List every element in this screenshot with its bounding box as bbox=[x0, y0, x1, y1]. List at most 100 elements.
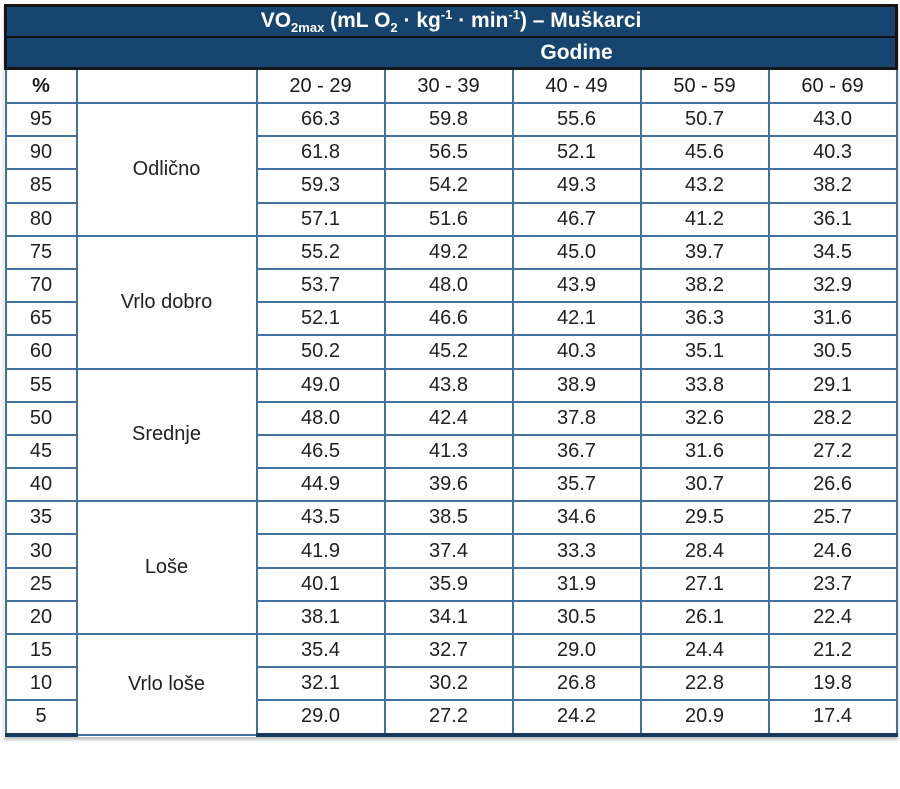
value-cell: 52.1 bbox=[511, 135, 642, 171]
value-cell: 59.3 bbox=[255, 168, 386, 204]
table-row: 50 48.0 42.4 37.8 32.6 28.2 bbox=[4, 400, 898, 436]
value-cell: 45.6 bbox=[639, 135, 770, 171]
percentile-cell: 95 bbox=[4, 101, 78, 138]
percentile-cell: 65 bbox=[4, 301, 78, 337]
age-column-header: 40 - 49 bbox=[511, 67, 642, 104]
category-cell: Vrlo loše bbox=[75, 633, 258, 736]
percentile-cell: 45 bbox=[4, 433, 78, 470]
value-cell: 35.9 bbox=[383, 566, 514, 602]
value-cell: 43.5 bbox=[255, 500, 386, 536]
value-cell: 40.3 bbox=[511, 334, 642, 370]
value-cell: 46.5 bbox=[255, 433, 386, 470]
value-cell: 29.5 bbox=[639, 500, 770, 536]
percentile-cell: 70 bbox=[4, 267, 78, 304]
value-cell: 61.8 bbox=[255, 135, 386, 171]
value-cell: 24.6 bbox=[767, 533, 898, 569]
percentile-cell: 85 bbox=[4, 168, 78, 204]
value-cell: 35.7 bbox=[511, 467, 642, 503]
vo2max-norms-table: VO2max (mL O2 · kg-1 · min-1) – Muškarci… bbox=[3, 4, 899, 737]
value-cell: 31.9 bbox=[511, 566, 642, 602]
value-cell: 45.2 bbox=[383, 334, 514, 370]
value-cell: 35.4 bbox=[255, 632, 386, 669]
column-header-row: % 20 - 29 30 - 39 40 - 49 50 - 59 60 - 6… bbox=[4, 67, 898, 104]
percentile-cell: 5 bbox=[4, 699, 78, 737]
value-cell: 32.6 bbox=[639, 400, 770, 436]
value-cell: 43.2 bbox=[639, 168, 770, 204]
value-cell: 27.1 bbox=[639, 566, 770, 602]
age-column-header: 50 - 59 bbox=[639, 67, 770, 104]
value-cell: 45.0 bbox=[511, 234, 642, 270]
value-cell: 53.7 bbox=[255, 267, 386, 304]
table-row: 20 38.1 34.1 30.5 26.1 22.4 bbox=[4, 599, 898, 636]
value-cell: 33.8 bbox=[639, 367, 770, 403]
value-cell: 48.0 bbox=[255, 400, 386, 436]
value-cell: 26.6 bbox=[767, 467, 898, 503]
value-cell: 19.8 bbox=[767, 666, 898, 702]
category-cell: Odlično bbox=[75, 102, 258, 237]
value-cell: 34.5 bbox=[767, 234, 898, 270]
value-cell: 43.9 bbox=[511, 267, 642, 304]
value-cell: 50.2 bbox=[255, 334, 386, 370]
value-cell: 56.5 bbox=[383, 135, 514, 171]
value-cell: 48.0 bbox=[383, 267, 514, 304]
value-cell: 66.3 bbox=[255, 101, 386, 138]
value-cell: 29.0 bbox=[255, 699, 386, 737]
value-cell: 32.7 bbox=[383, 632, 514, 669]
value-cell: 36.3 bbox=[639, 301, 770, 337]
percentile-cell: 30 bbox=[4, 533, 78, 569]
percentile-cell: 25 bbox=[4, 566, 78, 602]
value-cell: 17.4 bbox=[767, 699, 898, 737]
category-cell: Vrlo dobro bbox=[75, 234, 258, 370]
table-title-row: VO2max (mL O2 · kg-1 · min-1) – Muškarci bbox=[3, 4, 899, 38]
value-cell: 46.7 bbox=[511, 201, 642, 237]
table-row: 65 52.1 46.6 42.1 36.3 31.6 bbox=[4, 301, 898, 337]
percentile-cell: 40 bbox=[4, 467, 78, 503]
table-row: 5 29.0 27.2 24.2 20.9 17.4 bbox=[4, 699, 898, 737]
value-cell: 42.4 bbox=[383, 400, 514, 436]
value-cell: 27.2 bbox=[383, 699, 514, 737]
value-cell: 42.1 bbox=[511, 301, 642, 337]
value-cell: 46.6 bbox=[383, 301, 514, 337]
value-cell: 59.8 bbox=[383, 101, 514, 138]
percentile-cell: 35 bbox=[4, 500, 78, 536]
value-cell: 41.2 bbox=[639, 201, 770, 237]
table-row: 75 Vrlo dobro 55.2 49.2 45.0 39.7 34.5 bbox=[4, 234, 898, 370]
table-row: 85 59.3 54.2 49.3 43.2 38.2 bbox=[4, 168, 898, 204]
value-cell: 32.9 bbox=[767, 267, 898, 304]
value-cell: 40.1 bbox=[255, 566, 386, 602]
value-cell: 29.0 bbox=[511, 632, 642, 669]
age-group-header: Godine bbox=[3, 36, 899, 70]
category-cell: Loše bbox=[75, 500, 258, 635]
percentile-cell: 15 bbox=[4, 632, 78, 669]
value-cell: 31.6 bbox=[767, 301, 898, 337]
value-cell: 39.6 bbox=[383, 467, 514, 503]
value-cell: 43.8 bbox=[383, 367, 514, 403]
value-cell: 38.1 bbox=[255, 599, 386, 636]
table-row: 55 Srednje 49.0 43.8 38.9 33.8 29.1 bbox=[4, 367, 898, 503]
table-row: 35 Loše 43.5 38.5 34.6 29.5 25.7 bbox=[4, 500, 898, 635]
percentile-cell: 55 bbox=[4, 367, 78, 403]
value-cell: 41.3 bbox=[383, 433, 514, 470]
table-row: 60 50.2 45.2 40.3 35.1 30.5 bbox=[4, 334, 898, 370]
value-cell: 38.9 bbox=[511, 367, 642, 403]
percentile-cell: 20 bbox=[4, 599, 78, 636]
value-cell: 38.2 bbox=[639, 267, 770, 304]
value-cell: 50.7 bbox=[639, 101, 770, 138]
value-cell: 55.6 bbox=[511, 101, 642, 138]
value-cell: 31.6 bbox=[639, 433, 770, 470]
value-cell: 24.4 bbox=[639, 632, 770, 669]
value-cell: 29.1 bbox=[767, 367, 898, 403]
value-cell: 28.4 bbox=[639, 533, 770, 569]
value-cell: 34.6 bbox=[511, 500, 642, 536]
value-cell: 21.2 bbox=[767, 632, 898, 669]
value-cell: 22.8 bbox=[639, 666, 770, 702]
value-cell: 34.1 bbox=[383, 599, 514, 636]
value-cell: 36.7 bbox=[511, 433, 642, 470]
value-cell: 51.6 bbox=[383, 201, 514, 237]
table-title: VO2max (mL O2 · kg-1 · min-1) – Muškarci bbox=[3, 4, 899, 38]
value-cell: 52.1 bbox=[255, 301, 386, 337]
value-cell: 49.0 bbox=[255, 367, 386, 403]
table-row: 90 61.8 56.5 52.1 45.6 40.3 bbox=[4, 135, 898, 171]
value-cell: 41.9 bbox=[255, 533, 386, 569]
